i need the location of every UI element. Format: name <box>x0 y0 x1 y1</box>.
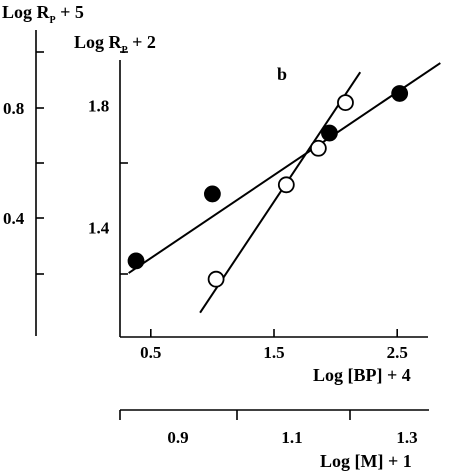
panel-label: b <box>277 64 287 84</box>
outer-x-axis: 0.9 1.1 1.3 <box>119 409 429 447</box>
outer-x-axis-label: Log [M] + 1 <box>320 451 412 471</box>
outer-y-axis: 0.8 0.4 <box>3 30 44 336</box>
inner-x-axis-label: Log [BP] + 4 <box>313 365 411 385</box>
outer-x-tick-label: 0.9 <box>167 428 188 447</box>
filled-series-fit-line <box>128 62 441 274</box>
inner-x-tick-label: 1.5 <box>263 343 284 362</box>
inner-x-tick-label: 2.5 <box>387 343 408 362</box>
inner-x-axis: 0.5 1.5 2.5 <box>120 329 428 362</box>
open-data-point <box>309 139 327 157</box>
open-data-point <box>207 270 225 288</box>
inner-y-axis: 1.8 1.4 <box>88 51 128 337</box>
outer-x-tick-label: 1.1 <box>281 428 302 447</box>
inner-y-tick-label: 1.4 <box>88 218 110 237</box>
inner-y-tick-label: 1.8 <box>88 97 109 116</box>
filled-data-point <box>321 124 338 142</box>
plot-area <box>127 62 441 314</box>
inner-x-tick-label: 0.5 <box>140 343 161 362</box>
filled-data-point <box>203 185 221 203</box>
open-data-point <box>277 176 295 194</box>
open-data-point <box>337 94 354 112</box>
outer-y-axis-label: Log RP + 5 <box>2 2 84 26</box>
filled-data-point <box>391 85 409 102</box>
open-series-fit-line <box>199 71 362 314</box>
outer-y-tick-label: 0.4 <box>3 209 25 228</box>
outer-y-tick-label: 0.8 <box>3 99 24 118</box>
filled-data-point <box>127 252 145 270</box>
outer-x-tick-label: 1.3 <box>396 428 417 447</box>
inner-y-axis-label: Log RP + 2 <box>74 32 156 56</box>
